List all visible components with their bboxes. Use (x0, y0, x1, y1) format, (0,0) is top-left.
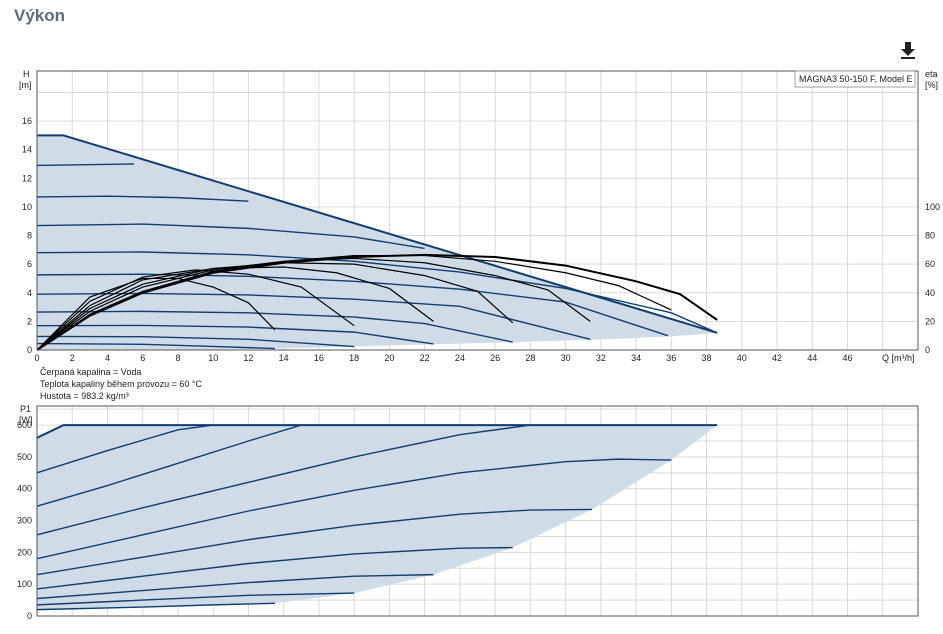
x-tick-label: 18 (349, 353, 359, 363)
h-curve-6 (36, 273, 669, 337)
h-curve-11 (36, 342, 275, 350)
y2-tick-label: 20 (925, 316, 935, 326)
h-curve-9 (36, 324, 434, 345)
y-axis-label: H (23, 69, 30, 79)
density-note: Hustota = 983.2 kg/m³ (40, 391, 129, 401)
p-curve-6 (36, 508, 593, 576)
x-tick-label: 36 (666, 353, 676, 363)
x-tick-label: 0 (34, 353, 39, 363)
eta-curve-2 (36, 254, 672, 351)
x-tick-label: 32 (596, 353, 606, 363)
h-curve-10 (36, 335, 355, 348)
p-curve-4 (36, 424, 531, 536)
plot-frame-bottom (36, 405, 919, 617)
y-axis-unit: [W] (19, 415, 33, 425)
eta-curve-4 (36, 262, 514, 351)
x-tick-label: 42 (772, 353, 782, 363)
x-tick-label: 6 (140, 353, 145, 363)
p-curve-9 (36, 592, 355, 606)
y-tick-label: 400 (17, 484, 32, 494)
x-tick-label: 38 (702, 353, 712, 363)
y-axis-unit: [m] (19, 80, 32, 90)
h-curve-8 (36, 310, 513, 343)
p-curve-3 (36, 424, 302, 507)
fluid-note: Čerpaná kapalina = Voda (40, 367, 142, 377)
y-tick-label: 14 (22, 145, 32, 155)
y2-tick-label: 40 (925, 288, 935, 298)
y-tick-label: 0 (27, 611, 32, 621)
plot-frame-top (36, 70, 919, 351)
x-tick-label: 30 (561, 353, 571, 363)
y-axis-label: P1 (20, 404, 31, 414)
x-tick-label: 20 (384, 353, 394, 363)
x-tick-label: 28 (525, 353, 535, 363)
operating-envelope (37, 135, 718, 350)
x-tick-label: 12 (243, 353, 253, 363)
eta-curve-6 (36, 269, 355, 351)
y-tick-label: 6 (27, 259, 32, 269)
x-tick-label: 44 (807, 353, 817, 363)
x-tick-label: 46 (843, 353, 853, 363)
x-tick-label: 22 (420, 353, 430, 363)
x-tick-label: 8 (175, 353, 180, 363)
h-curve-5 (36, 251, 718, 334)
y-tick-label: 4 (27, 288, 32, 298)
y2-axis-label: eta (925, 69, 938, 79)
y-tick-label: 10 (22, 202, 32, 212)
x-tick-label: 14 (279, 353, 289, 363)
y2-tick-label: 0 (925, 345, 930, 355)
h-curve-7 (36, 292, 591, 340)
p-curve-5 (36, 458, 672, 560)
p-curve-10 (36, 602, 275, 611)
h-curve-2 (36, 163, 134, 167)
x-tick-label: 26 (490, 353, 500, 363)
y-tick-label: 300 (17, 516, 32, 526)
x-tick-label: 34 (631, 353, 641, 363)
p-curve-7 (36, 546, 513, 590)
y-tick-label: 2 (27, 316, 32, 326)
x-tick-label: 40 (737, 353, 747, 363)
eta-curve-7 (36, 277, 276, 351)
p-curve-1 (36, 424, 718, 439)
y-tick-label: 500 (17, 452, 32, 462)
download-icon[interactable] (898, 40, 918, 60)
x-tick-label: 24 (455, 353, 465, 363)
y-tick-label: 12 (22, 173, 32, 183)
h-curve-4 (36, 223, 425, 250)
y-tick-label: 16 (22, 116, 32, 126)
legend-label: MAGNA3 50-150 F, Model E (799, 74, 913, 84)
p-curve-8 (36, 573, 434, 600)
y-tick-label: 600 (17, 420, 32, 430)
h-curve-1 (37, 134, 718, 334)
x-tick-label: 4 (105, 353, 110, 363)
y2-tick-label: 80 (925, 231, 935, 241)
y2-tick-label: 60 (925, 259, 935, 269)
p-curve-2 (36, 424, 214, 474)
y2-axis-unit: [%] (925, 80, 938, 90)
y-tick-label: 200 (17, 547, 32, 557)
x-tick-label: 2 (70, 353, 75, 363)
eta-curve-3 (36, 257, 591, 351)
y-tick-label: 8 (27, 231, 32, 241)
y-tick-label: 0 (27, 345, 32, 355)
x-tick-label: 16 (314, 353, 324, 363)
legend-box (794, 70, 916, 88)
power-envelope (37, 425, 718, 610)
x-axis-label: Q [m³/h] (882, 353, 915, 363)
y-tick-label: 100 (17, 579, 32, 589)
page-title: Výkon (14, 6, 66, 25)
temperature-note: Teplota kapaliny během provozu = 60 °C (40, 379, 202, 389)
eta-curve-5 (36, 266, 434, 351)
x-tick-label: 10 (208, 353, 218, 363)
h-curve-3 (36, 195, 249, 202)
y2-tick-label: 100 (925, 202, 940, 212)
